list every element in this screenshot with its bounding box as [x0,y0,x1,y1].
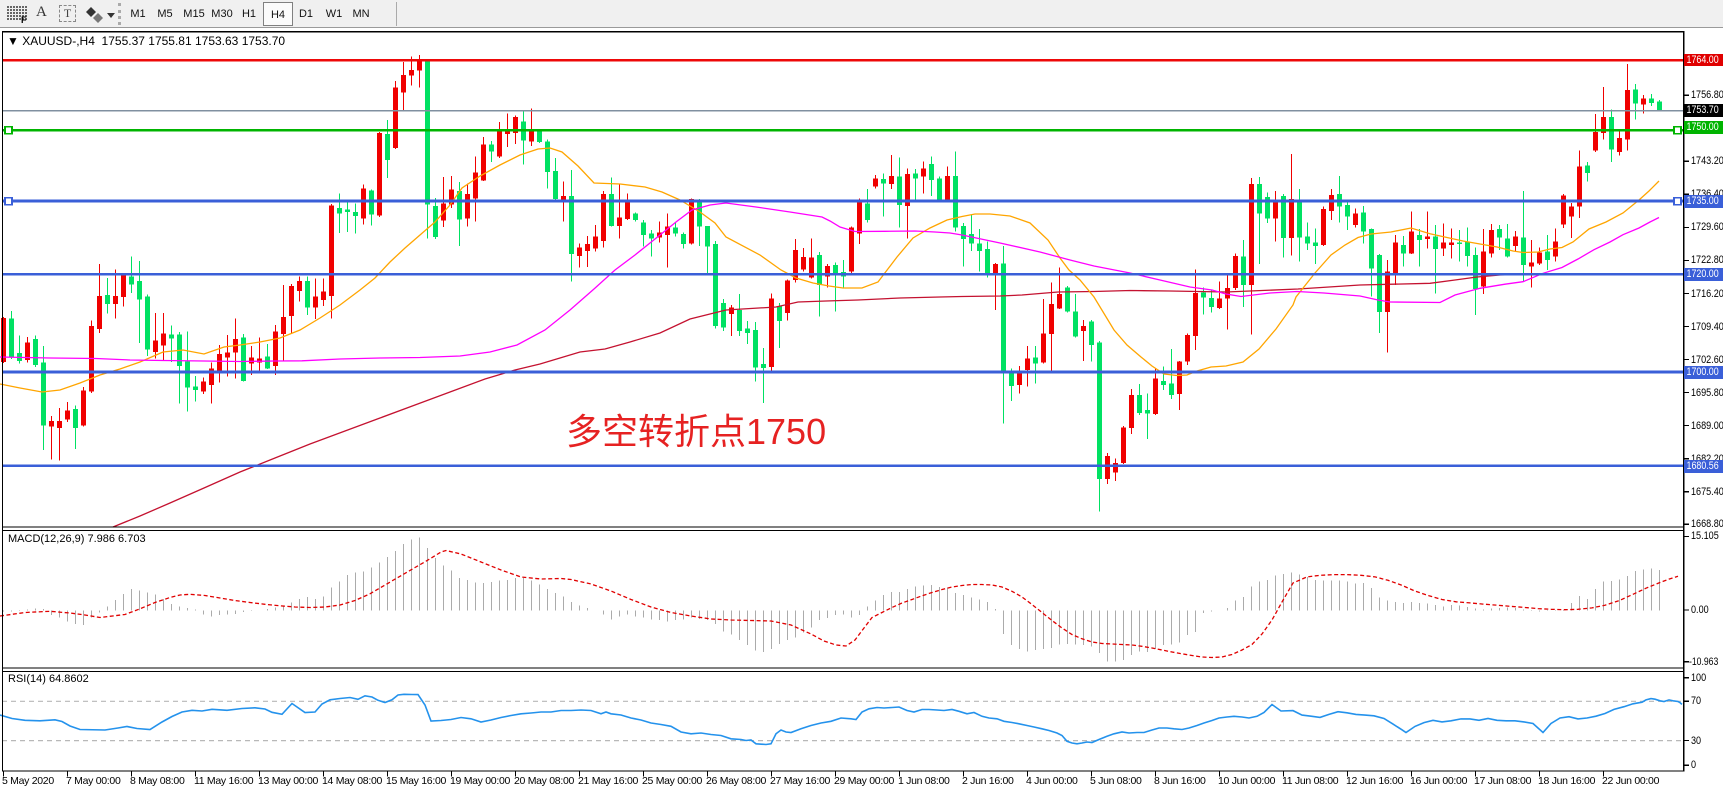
svg-text:F: F [21,15,27,24]
